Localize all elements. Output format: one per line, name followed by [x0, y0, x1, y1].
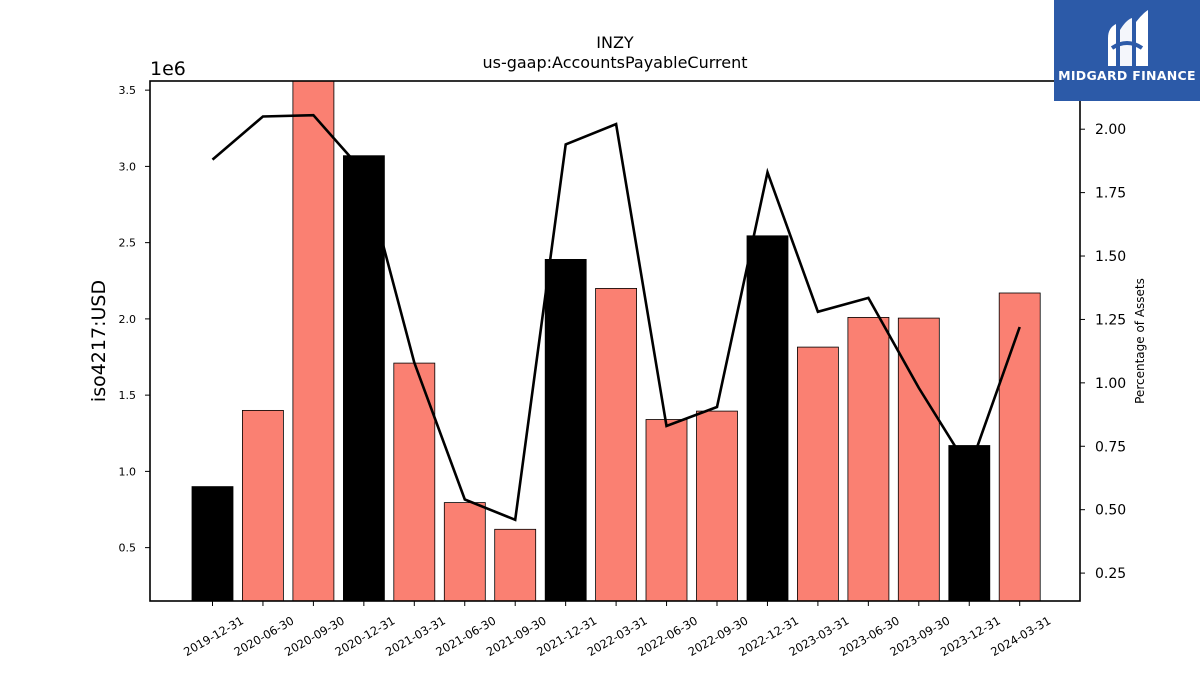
y-tick-label: 3.5: [119, 84, 137, 97]
y-tick-label: 1.5: [119, 389, 137, 402]
bar-2023-06-30: [847, 316, 890, 601]
y2-tick-label: 0.25: [1095, 566, 1126, 582]
y2-tick-label: 1.50: [1095, 249, 1126, 265]
y-tick-label: 2.0: [119, 313, 137, 326]
y2-tick-label: 1.25: [1095, 312, 1126, 328]
bar-2022-12-31: [746, 235, 789, 601]
bar-2022-03-31: [595, 287, 637, 601]
y-axis-label: iso4217:USD: [88, 280, 110, 402]
chart-title: INZY: [596, 33, 634, 52]
bar-2020-06-30: [241, 409, 284, 601]
y2-tick-label: 1.00: [1095, 376, 1126, 392]
brand-logo: MIDGARD FINANCE: [1054, 0, 1200, 101]
y-tick-label: 3.0: [119, 160, 137, 173]
y-tick-label: 2.5: [119, 237, 137, 250]
bar-2024-03-31: [998, 292, 1041, 601]
bar-2022-06-30: [645, 419, 688, 601]
bar-2020-12-31: [342, 155, 385, 601]
bar-2022-09-30: [696, 410, 738, 601]
y-tick-label: 0.5: [119, 542, 137, 555]
chart-subtitle: us-gaap:AccountsPayableCurrent: [482, 53, 747, 72]
y2-tick-label: 2.00: [1095, 122, 1126, 138]
bar-2021-09-30: [494, 528, 537, 601]
y2-tick-label: 1.75: [1095, 186, 1126, 202]
y2-tick-label: 0.50: [1095, 503, 1126, 519]
bar-2020-09-30: [292, 81, 335, 601]
bar-2021-06-30: [443, 502, 486, 601]
bar-2019-12-31: [191, 486, 234, 601]
y2-tick-label: 0.75: [1095, 439, 1126, 455]
bar-2021-12-31: [544, 258, 587, 601]
y2-axis-label: Percentage of Assets: [1133, 278, 1147, 404]
logo-mark-icon: [1108, 10, 1148, 66]
bar-2023-03-31: [797, 346, 839, 601]
plot-frame: [149, 80, 1081, 602]
y-tick-label: 1.0: [119, 465, 137, 478]
logo-text: MIDGARD FINANCE: [1058, 68, 1196, 83]
line-series-percentage-of-assets: [211, 113, 1021, 522]
y-offset-label: 1e6: [150, 58, 186, 80]
